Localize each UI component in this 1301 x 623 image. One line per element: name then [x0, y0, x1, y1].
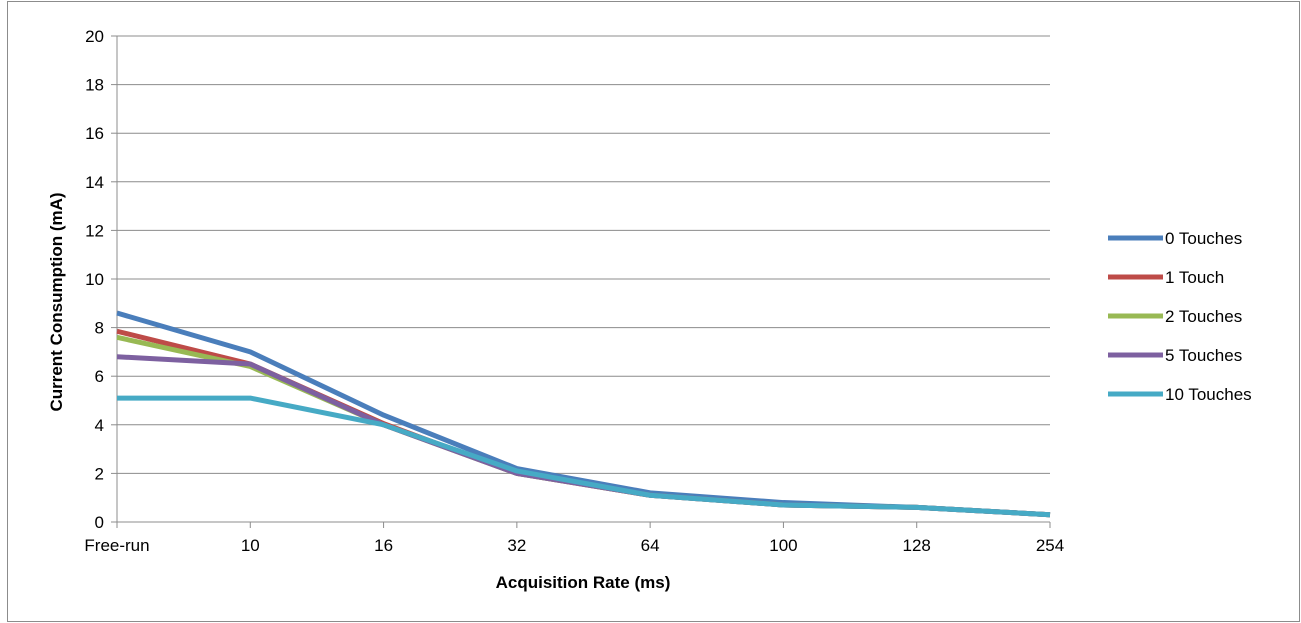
y-tick-label: 20 [85, 27, 104, 46]
y-tick-label: 6 [95, 367, 104, 386]
chart-frame [7, 1, 1300, 622]
series-line-3 [116, 354, 1051, 518]
series-lines [116, 310, 1051, 518]
x-tick-label: Free-run [84, 536, 149, 555]
legend-label-2: 2 Touches [1165, 307, 1242, 326]
legend: 0 Touches 1 Touch 2 Touches 5 Touches 10 Tou… [1108, 229, 1252, 404]
y-axis: 0 2 4 6 8 10 12 14 16 18 20 [85, 27, 118, 532]
y-tick-label: 2 [95, 464, 104, 483]
x-tick-label: 10 [241, 536, 260, 555]
y-axis-title: Current Consumption (mA) [47, 192, 66, 411]
series-line-1 [116, 328, 1051, 518]
x-tick-label: 128 [903, 536, 931, 555]
legend-label-1: 1 Touch [1165, 268, 1224, 287]
x-axis: Free-run 10 16 32 64 100 128 254 [84, 521, 1064, 555]
series-line-2 [116, 334, 1051, 518]
legend-label-4: 10 Touches [1165, 385, 1252, 404]
y-tick-label: 0 [95, 513, 104, 532]
x-tick-label: 32 [507, 536, 526, 555]
legend-label-0: 0 Touches [1165, 229, 1242, 248]
y-tick-label: 16 [85, 124, 104, 143]
x-axis-title: Acquisition Rate (ms) [496, 573, 671, 592]
grid-lines [117, 35, 1050, 523]
y-tick-label: 18 [85, 76, 104, 95]
y-tick-label: 12 [85, 221, 104, 240]
x-tick-label: 100 [769, 536, 797, 555]
x-tick-label: 64 [641, 536, 660, 555]
y-tick-label: 4 [95, 416, 104, 435]
y-tick-label: 10 [85, 270, 104, 289]
x-tick-label: 16 [374, 536, 393, 555]
legend-label-3: 5 Touches [1165, 346, 1242, 365]
x-tick-label: 254 [1036, 536, 1064, 555]
series-line-4 [117, 395, 1051, 518]
y-tick-label: 14 [85, 173, 104, 192]
y-tick-label: 8 [95, 319, 104, 338]
